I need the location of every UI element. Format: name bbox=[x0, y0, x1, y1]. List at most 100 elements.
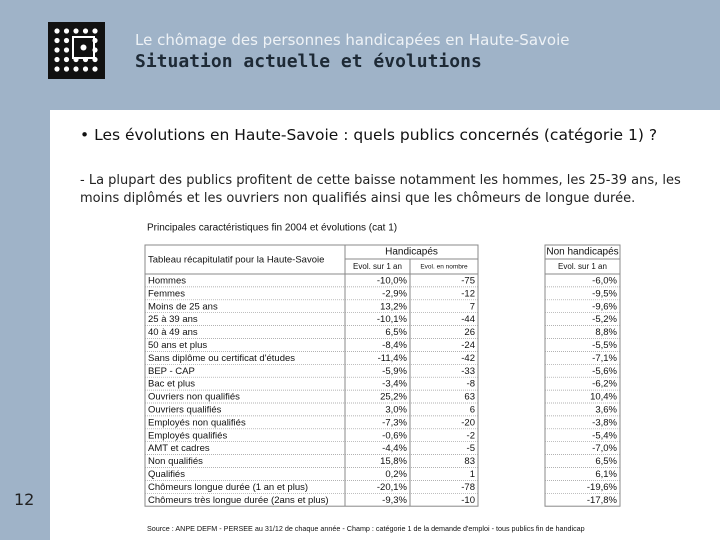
page-number: 12 bbox=[14, 490, 35, 509]
cell-value: -3,4% bbox=[382, 379, 407, 390]
logo-dot bbox=[63, 37, 70, 44]
cell-value: 0,2% bbox=[385, 469, 407, 480]
cell-value: -75 bbox=[461, 275, 475, 286]
logo-dot bbox=[63, 56, 70, 63]
cell-value: -7,1% bbox=[592, 353, 617, 364]
cell-value: -24 bbox=[461, 340, 475, 351]
cell-value: 3,0% bbox=[385, 404, 407, 415]
cell-value: 6,1% bbox=[595, 469, 617, 480]
cell-value: -9,6% bbox=[592, 301, 617, 312]
cell-value: -42 bbox=[461, 353, 475, 364]
subtitle: Le chômage des personnes handicapées en … bbox=[135, 31, 570, 49]
cell-value: -10,0% bbox=[377, 275, 408, 286]
cell-value: -0,6% bbox=[382, 430, 407, 441]
cell-value: 26 bbox=[464, 327, 475, 338]
bullet-text: • Les évolutions en Haute-Savoie : quels… bbox=[80, 126, 658, 144]
cell-value: -7,0% bbox=[592, 443, 617, 454]
cell-value: -44 bbox=[461, 314, 475, 325]
bullet-label: Les évolutions en Haute-Savoie : quels p… bbox=[94, 126, 658, 144]
subheader: Evol. en nombre bbox=[420, 264, 468, 271]
cell-value: -4,4% bbox=[382, 443, 407, 454]
group-label: Non handicapés bbox=[546, 247, 618, 258]
row-label: Employés qualifiés bbox=[148, 430, 227, 441]
cell-value: -10 bbox=[461, 495, 475, 506]
logo-dot bbox=[82, 28, 89, 34]
row-label: Hommes bbox=[148, 275, 186, 286]
logo-dots bbox=[54, 28, 98, 72]
cell-value: 15,8% bbox=[380, 456, 407, 467]
row-label: Non qualifiés bbox=[148, 456, 203, 467]
cell-value: 3,6% bbox=[595, 404, 617, 415]
logo-dot bbox=[63, 66, 70, 72]
logo-dot bbox=[63, 28, 70, 34]
row-label: 40 à 49 ans bbox=[148, 327, 198, 338]
cell-value: -8 bbox=[467, 379, 475, 390]
cell-value: 7 bbox=[470, 301, 475, 312]
logo-dot bbox=[54, 37, 60, 44]
cell-value: -78 bbox=[461, 482, 475, 493]
logo-dot bbox=[54, 66, 60, 72]
subheader: Evol. sur 1 an bbox=[558, 262, 607, 271]
cell-value: -17,8% bbox=[587, 495, 618, 506]
row-label: Sans diplôme ou certificat d'études bbox=[148, 353, 295, 364]
row-label: Qualifiés bbox=[148, 469, 185, 480]
cell-value: -20,1% bbox=[377, 482, 408, 493]
subheader: Evol. sur 1 an bbox=[353, 262, 402, 271]
logo-square bbox=[72, 36, 95, 59]
logo-dot bbox=[82, 66, 89, 72]
content-area bbox=[50, 110, 720, 540]
cell-value: 6 bbox=[470, 404, 475, 415]
cell-value: -5,4% bbox=[592, 430, 617, 441]
cell-value: -6,0% bbox=[592, 275, 617, 286]
row-label: 25 à 39 ans bbox=[148, 314, 198, 325]
paragraph: - La plupart des publics profitent de ce… bbox=[80, 173, 681, 206]
table: Principales caractéristiques fin 2004 et… bbox=[144, 223, 621, 533]
cell-value: -10,1% bbox=[377, 314, 408, 325]
group-label: Handicapés bbox=[385, 247, 438, 258]
cell-value: 63 bbox=[464, 392, 475, 403]
cell-value: -8,4% bbox=[382, 340, 407, 351]
cell-value: -3,8% bbox=[592, 417, 617, 428]
cell-value: -7,3% bbox=[382, 417, 407, 428]
cell-value: 6,5% bbox=[595, 456, 617, 467]
row-label: 50 ans et plus bbox=[148, 340, 207, 351]
logo-dot bbox=[92, 66, 98, 72]
cell-value: -5 bbox=[467, 443, 475, 454]
logo-dot bbox=[54, 28, 60, 34]
cell-value: 13,2% bbox=[380, 301, 407, 312]
logo-dot bbox=[54, 47, 60, 53]
logo-dot bbox=[80, 44, 87, 51]
row-label: Employés non qualifiés bbox=[148, 417, 246, 428]
corner-label: Tableau récapitulatif pour la Haute-Savo… bbox=[148, 255, 324, 266]
row-label: Chômeurs longue durée (1 an et plus) bbox=[148, 482, 308, 493]
logo-dot bbox=[73, 66, 79, 72]
logo-dot bbox=[54, 56, 60, 63]
cell-value: 83 bbox=[464, 456, 475, 467]
logo-dot bbox=[92, 28, 98, 34]
cell-value: -5,9% bbox=[382, 366, 407, 377]
source-note: Source : ANPE DEFM - PERSEE au 31/12 de … bbox=[147, 524, 585, 533]
cell-value: -2,9% bbox=[382, 288, 407, 299]
cell-value: -5,5% bbox=[592, 340, 617, 351]
logo-dot bbox=[63, 47, 70, 53]
cell-value: 8,8% bbox=[595, 327, 617, 338]
logo-dot bbox=[73, 28, 79, 34]
row-label: Ouvriers qualifiés bbox=[148, 404, 222, 415]
table-caption: Principales caractéristiques fin 2004 et… bbox=[147, 223, 397, 234]
row-label: Bac et plus bbox=[148, 379, 195, 390]
cell-value: -19,6% bbox=[587, 482, 618, 493]
cell-value: -33 bbox=[461, 366, 475, 377]
row-label: Moins de 25 ans bbox=[148, 301, 218, 312]
cell-value: -5,6% bbox=[592, 366, 617, 377]
cell-value: -11,4% bbox=[378, 353, 408, 364]
cell-value: 1 bbox=[470, 469, 475, 480]
cell-value: -5,2% bbox=[592, 314, 617, 325]
row-label: Femmes bbox=[148, 288, 185, 299]
cell-value: 6,5% bbox=[385, 327, 407, 338]
row-label: Chômeurs très longue durée (2ans et plus… bbox=[148, 495, 329, 506]
cell-value: 10,4% bbox=[590, 392, 617, 403]
row-label: AMT et cadres bbox=[148, 443, 210, 454]
title: Situation actuelle et évolutions bbox=[135, 51, 482, 72]
